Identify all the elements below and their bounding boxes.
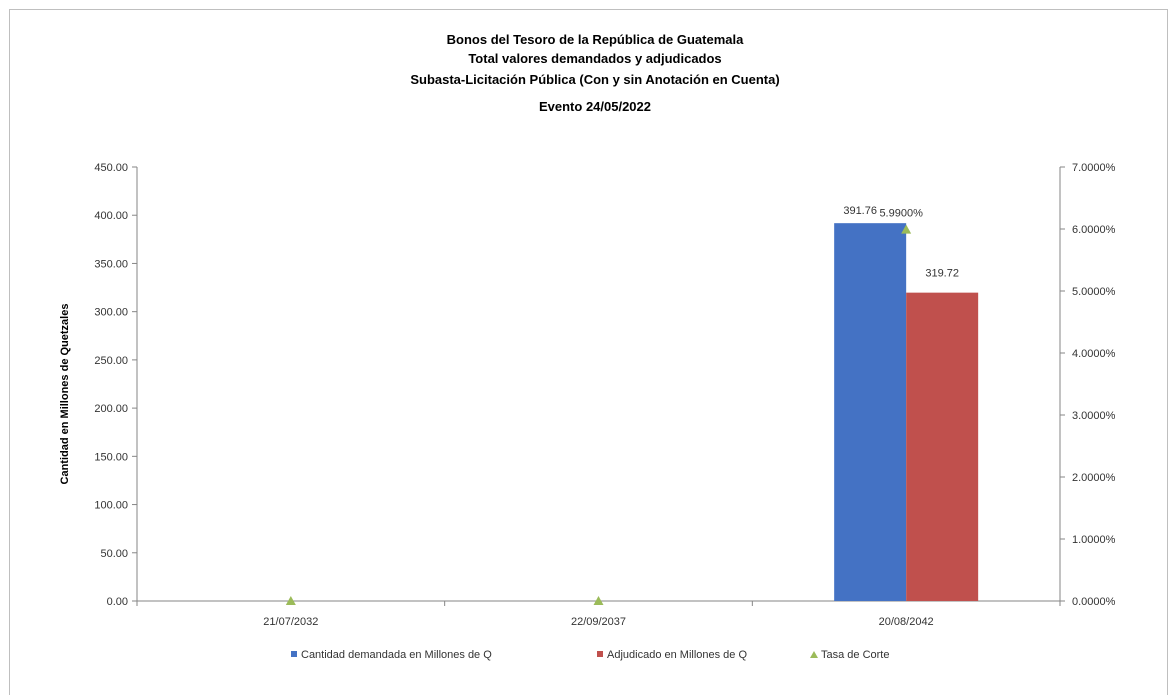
legend-label-1: Adjudicado en Millones de Q — [607, 649, 747, 661]
bar-series — [834, 223, 979, 601]
title-line-0: Bonos del Tesoro de la República de Guat… — [447, 32, 744, 47]
data-labels: 391.76 319.72 5.9900% — [843, 205, 959, 279]
bar-adjudicado — [906, 292, 979, 601]
y-axis-title: Cantidad en Millones de Quetzales — [59, 304, 71, 485]
title-line-3: Evento 24/05/2022 — [539, 99, 651, 114]
rate-marker — [285, 596, 296, 605]
bar-data-label: 391.76 — [843, 205, 877, 217]
left-tick-label: 450.00 — [94, 162, 128, 174]
chart-title: Bonos del Tesoro de la República de Guat… — [410, 32, 779, 114]
legend-swatch-0 — [291, 651, 297, 657]
x-tick-label: 22/09/2037 — [571, 616, 626, 628]
rate-marker — [593, 596, 604, 605]
title-line-2: Subasta-Licitación Pública (Con y sin An… — [410, 72, 779, 87]
left-tick-label: 150.00 — [94, 451, 128, 463]
legend-swatch-tasa — [810, 651, 818, 658]
x-axis: 21/07/2032 22/09/2037 20/08/2042 — [136, 600, 1061, 628]
right-y-axis: 0.0000% 1.0000% 2.0000% 3.0000% 4.0000% 5.000… — [1059, 162, 1116, 608]
right-tick-label: 7.0000% — [1072, 162, 1116, 174]
left-tick-label: 250.00 — [94, 355, 128, 367]
x-tick-label: 20/08/2042 — [879, 616, 934, 628]
bar-data-label: 319.72 — [925, 268, 959, 280]
chart: Bonos del Tesoro de la República de Guat… — [59, 32, 1116, 661]
left-y-axis: 0.00 50.00 100.00 150.00 200.00 250.00 300.00 3… — [94, 162, 138, 608]
legend-label-2: Tasa de Corte — [821, 649, 889, 661]
right-tick-label: 4.0000% — [1072, 348, 1116, 360]
right-tick-label: 3.0000% — [1072, 410, 1116, 422]
rate-markers — [285, 224, 912, 605]
right-tick-label: 0.0000% — [1072, 596, 1116, 608]
left-tick-label: 100.00 — [94, 500, 128, 512]
left-tick-label: 0.00 — [107, 596, 128, 608]
rate-data-label: 5.9900% — [879, 208, 923, 220]
right-tick-label: 1.0000% — [1072, 534, 1116, 546]
right-tick-label: 5.0000% — [1072, 286, 1116, 298]
legend-swatch-1 — [597, 651, 603, 657]
left-tick-label: 50.00 — [100, 548, 128, 560]
legend-label-0: Cantidad demandada en Millones de Q — [301, 649, 492, 661]
left-tick-label: 400.00 — [94, 210, 128, 222]
left-tick-label: 200.00 — [94, 403, 128, 415]
legend: Cantidad demandada en Millones de Q Adjud… — [291, 649, 889, 661]
left-tick-label: 300.00 — [94, 307, 128, 319]
rate-marker — [901, 224, 912, 234]
right-tick-label: 2.0000% — [1072, 472, 1116, 484]
bar-demandada — [834, 223, 907, 601]
chart-frame: Bonos del Tesoro de la República de Guat… — [9, 9, 1168, 695]
x-tick-label: 21/07/2032 — [263, 616, 318, 628]
right-tick-label: 6.0000% — [1072, 224, 1116, 236]
left-tick-label: 350.00 — [94, 258, 128, 270]
title-line-1: Total valores demandados y adjudicados — [468, 51, 721, 66]
